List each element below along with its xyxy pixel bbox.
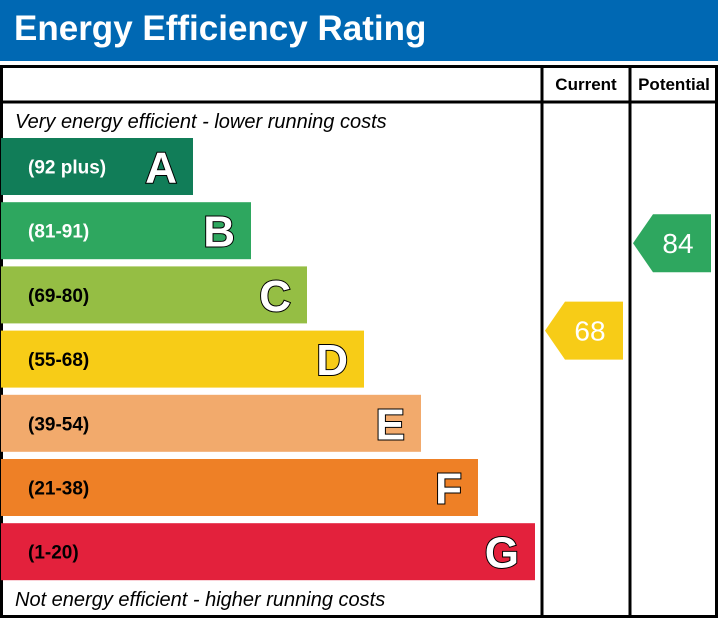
band-bar-d: [1, 330, 364, 388]
band-range-f: (21-38): [28, 479, 89, 500]
potential-rating-value: 84: [662, 228, 693, 259]
band-letter-a: A: [145, 144, 177, 193]
band-bar-g: [1, 523, 535, 581]
band-range-e: (39-54): [28, 414, 89, 435]
band-bar-a: [1, 138, 193, 195]
chart-title: Energy Efficiency Rating: [14, 9, 427, 48]
top-note: Very energy efficient - lower running co…: [15, 111, 387, 133]
band-bar-c: [1, 266, 307, 324]
band-bar-e: [1, 394, 421, 452]
band-letter-g: G: [485, 529, 519, 578]
bottom-note: Not energy efficient - higher running co…: [15, 589, 385, 611]
band-letter-d: D: [316, 336, 348, 385]
band-bar-f: [1, 459, 478, 516]
band-range-c: (69-80): [28, 286, 89, 307]
band-range-b: (81-91): [28, 222, 89, 243]
band-letter-c: C: [259, 272, 291, 321]
current-column-header: Current: [555, 75, 617, 94]
potential-rating-arrow: [633, 214, 711, 273]
band-bar-b: [1, 202, 251, 260]
band-range-a: (92 plus): [28, 158, 106, 179]
current-rating-value: 68: [574, 316, 605, 347]
band-letter-b: B: [203, 208, 235, 257]
band-range-d: (55-68): [28, 350, 89, 371]
chart-header: Energy Efficiency Rating: [0, 0, 718, 61]
potential-column-header: Potential: [638, 75, 710, 94]
band-letter-e: E: [376, 400, 405, 449]
current-rating-arrow: [545, 301, 623, 360]
band-letter-f: F: [435, 465, 462, 514]
band-range-g: (1-20): [28, 543, 79, 564]
